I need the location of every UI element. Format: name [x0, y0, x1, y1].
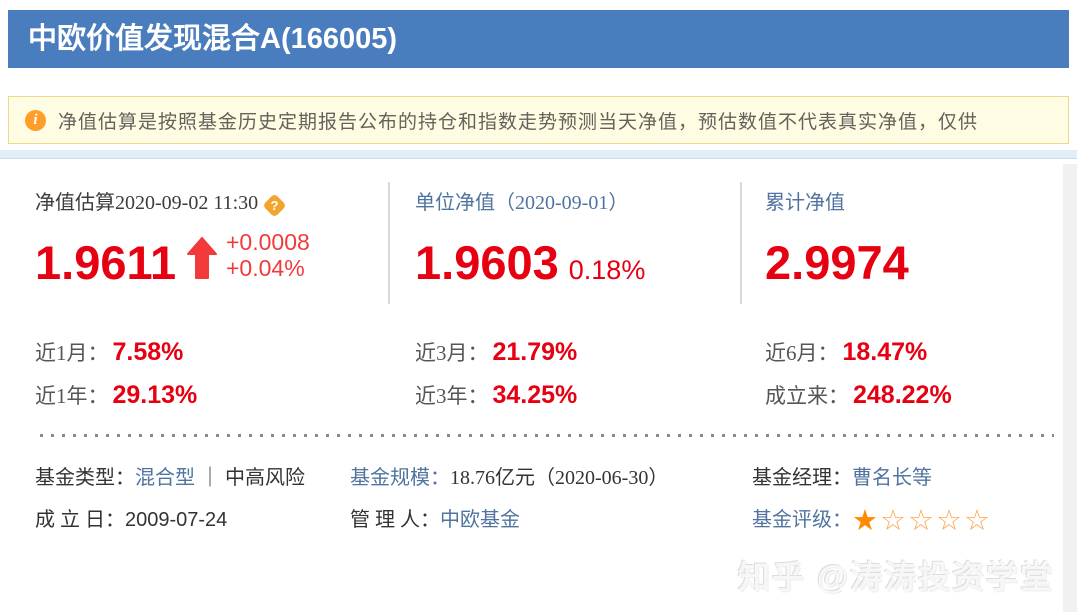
fund-rating-item: 基金评级：★☆☆☆☆ — [752, 503, 992, 535]
acc-nav-value: 2.9974 — [765, 236, 909, 289]
dotted-divider — [40, 434, 1054, 437]
column-divider — [388, 182, 390, 304]
fund-type-link[interactable]: 混合型 — [135, 467, 195, 489]
inception-date-item: 成 立 日：2009-07-24 — [35, 503, 227, 532]
fund-risk-level: ｜ 中高风险 — [200, 467, 305, 489]
right-panel-edge — [1063, 164, 1077, 612]
unit-nav-value: 1.9603 — [415, 236, 559, 289]
up-arrow-icon — [187, 237, 217, 279]
perf-6m: 近6月： 18.47% — [765, 338, 928, 366]
fund-rating-link[interactable]: 基金评级： — [752, 509, 852, 531]
column-divider — [740, 182, 742, 304]
page-title: 中欧价值发现混合A(166005) — [8, 10, 1069, 68]
estimate-label-row: 净值估算2020-09-02 11:30? — [35, 186, 287, 218]
inception-date-value: 2009-07-24 — [125, 509, 228, 531]
estimate-value: 1.9611 — [35, 236, 177, 289]
unit-nav-value-row: 1.9603 0.18% — [415, 235, 645, 290]
estimate-disclaimer-banner: i 净值估算是按照基金历史定期报告公布的持仓和指数走势预测当天净值，预估数值不代… — [8, 96, 1069, 144]
perf-3y-value: 34.25% — [492, 381, 578, 409]
watermark: 知乎 @涛涛投资学堂 — [738, 559, 1055, 595]
fund-company-link[interactable]: 中欧基金 — [440, 509, 520, 531]
unit-nav-label: 单位净值 — [415, 192, 495, 214]
fund-scale-link[interactable]: 基金规模： — [350, 467, 450, 489]
disclaimer-text: 净值估算是按照基金历史定期报告公布的持仓和指数走势预测当天净值，预估数值不代表真… — [58, 111, 979, 133]
fund-scale-item: 基金规模：18.76亿元（2020-06-30） — [350, 461, 668, 490]
perf-1m: 近1月： 7.58% — [35, 338, 184, 366]
section-divider-strip — [0, 150, 1077, 159]
perf-3y: 近3年： 34.25% — [415, 381, 578, 409]
perf-1y: 近1年： 29.13% — [35, 381, 198, 409]
unit-nav-date: （2020-09-01） — [495, 192, 629, 214]
star-empty-icon: ☆☆☆☆ — [880, 503, 992, 537]
perf-6m-value: 18.47% — [842, 338, 928, 366]
estimate-label: 净值估算 — [35, 192, 115, 214]
estimate-datetime: 2020-09-02 11:30 — [115, 192, 259, 214]
fund-company-item: 管 理 人：中欧基金 — [350, 503, 520, 532]
perf-since-inception-value: 248.22% — [853, 381, 952, 409]
fund-manager-link[interactable]: 曹名长等 — [852, 467, 932, 489]
estimate-change-value: +0.0008 — [226, 229, 310, 255]
perf-since-inception: 成立来： 248.22% — [765, 381, 952, 409]
rating-stars: ★☆☆☆☆ — [852, 503, 992, 537]
estimate-change: +0.0008 +0.04% — [226, 229, 310, 281]
star-filled-icon: ★ — [852, 503, 880, 537]
inception-date-label: 成 立 日： — [35, 509, 125, 531]
fund-manager-label: 基金经理： — [752, 467, 852, 489]
perf-3m-value: 21.79% — [492, 338, 578, 366]
perf-1y-value: 29.13% — [112, 381, 198, 409]
info-icon: i — [25, 109, 46, 131]
help-icon[interactable]: ? — [262, 193, 287, 218]
fund-scale-value: 18.76亿元（2020-06-30） — [450, 467, 669, 489]
unit-nav-change-percent: 0.18% — [568, 255, 646, 285]
estimate-change-percent: +0.04% — [226, 255, 305, 281]
fund-type-label: 基金类型： — [35, 467, 135, 489]
acc-nav-label: 累计净值 — [765, 192, 845, 214]
unit-nav-label-row: 单位净值（2020-09-01） — [415, 186, 628, 215]
perf-1m-value: 7.58% — [112, 338, 184, 366]
fund-manager-item: 基金经理：曹名长等 — [752, 461, 932, 490]
fund-company-label: 管 理 人： — [350, 509, 440, 531]
fund-type-item: 基金类型：混合型 ｜ 中高风险 — [35, 461, 305, 490]
perf-3m: 近3月： 21.79% — [415, 338, 578, 366]
